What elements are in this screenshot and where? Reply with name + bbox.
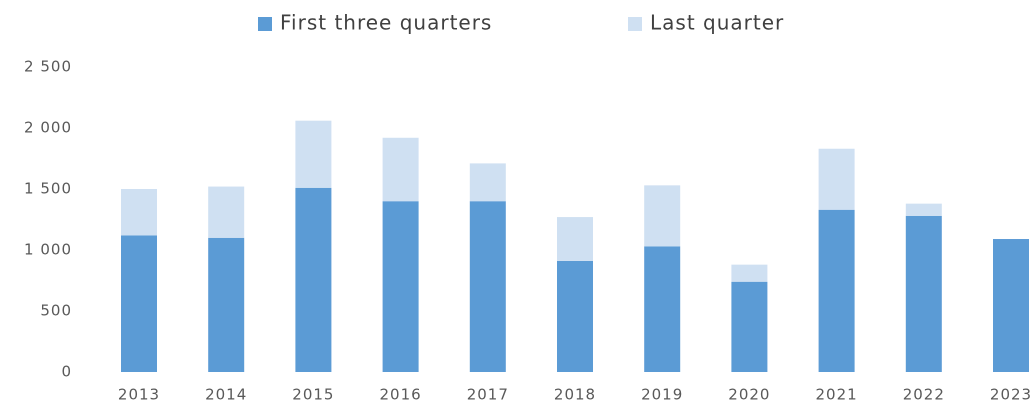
- x-tick-label: 2020: [728, 386, 770, 404]
- x-tick-label: 2017: [467, 386, 509, 404]
- x-tick-label: 2021: [816, 386, 858, 404]
- bar: [905, 215, 942, 372]
- x-tick-label: 2015: [292, 386, 334, 404]
- bar: [557, 217, 593, 261]
- bar: [818, 209, 855, 372]
- y-tick-label: 2 500: [24, 58, 72, 76]
- x-tick-label: 2023: [990, 386, 1031, 404]
- bar: [818, 148, 855, 210]
- y-tick-label: 0: [61, 363, 72, 381]
- bar: [993, 239, 1029, 372]
- bar: [121, 189, 157, 236]
- bar: [208, 237, 245, 372]
- x-tick-label: 2018: [554, 386, 596, 404]
- y-tick-label: 1 500: [24, 180, 72, 198]
- legend-label: Last quarter: [650, 11, 784, 35]
- legend-swatch: [628, 17, 642, 31]
- x-tick-label: 2022: [903, 386, 945, 404]
- bar: [208, 186, 245, 238]
- bar: [731, 281, 768, 372]
- bar: [644, 246, 681, 372]
- x-tick-label: 2013: [118, 386, 160, 404]
- x-tick-label: 2014: [205, 386, 247, 404]
- legend-swatch: [258, 17, 272, 31]
- legend-label: First three quarters: [280, 11, 492, 35]
- y-tick-label: 500: [40, 302, 72, 320]
- bar: [382, 201, 419, 372]
- y-tick-label: 1 000: [24, 241, 72, 259]
- y-tick-label: 2 000: [24, 119, 72, 137]
- bar: [469, 201, 506, 372]
- bar: [121, 235, 157, 372]
- bar: [644, 185, 681, 247]
- bar: [557, 260, 593, 372]
- bar: [469, 163, 506, 202]
- bar: [731, 264, 768, 282]
- x-tick-label: 2019: [641, 386, 683, 404]
- bar: [295, 120, 332, 188]
- x-tick-label: 2016: [380, 386, 422, 404]
- bar: [905, 203, 942, 216]
- bar: [382, 137, 419, 202]
- bar: [295, 187, 332, 372]
